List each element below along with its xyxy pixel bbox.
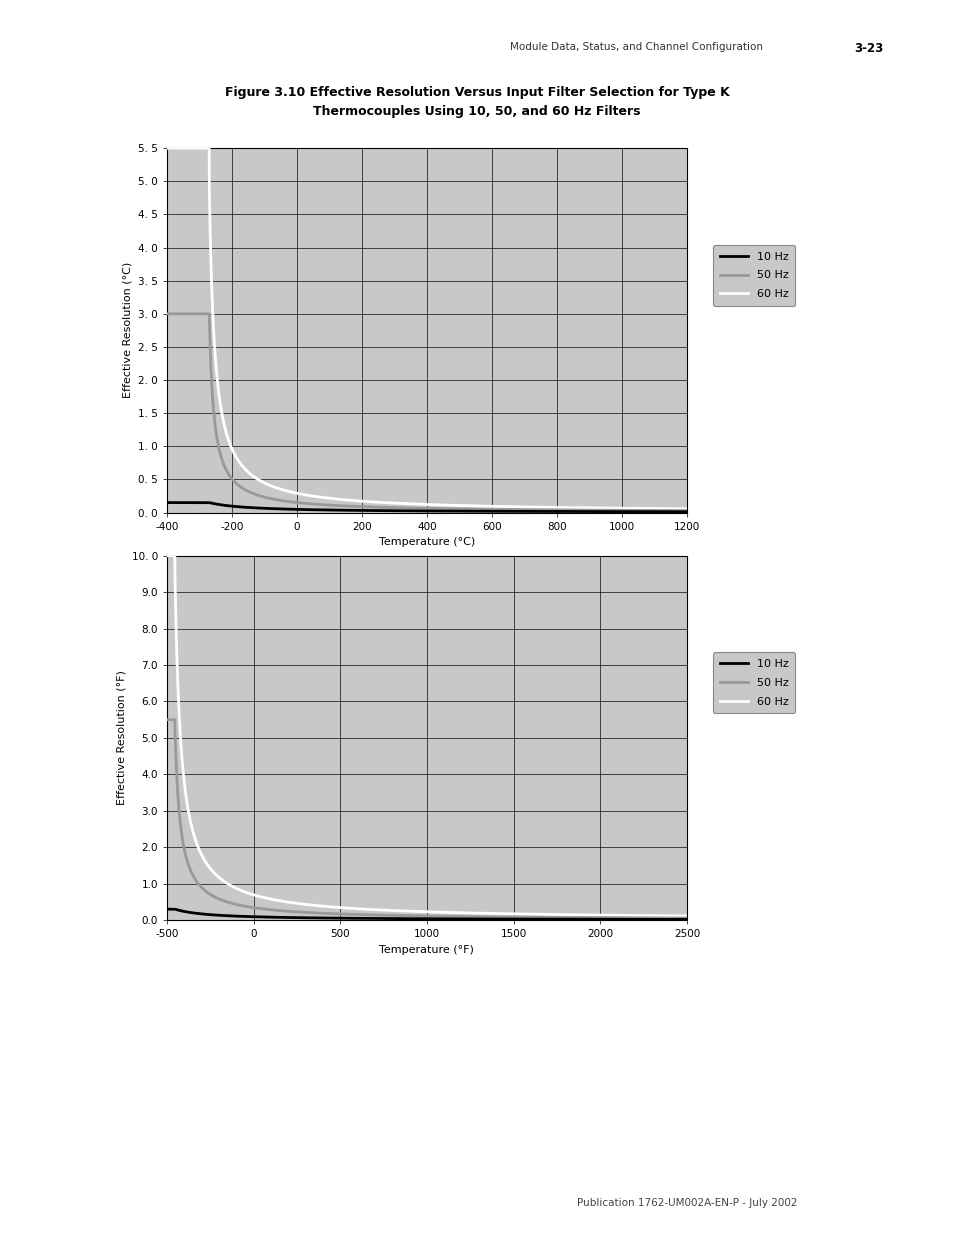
Text: Publication 1762-UM002A-EN-P - July 2002: Publication 1762-UM002A-EN-P - July 2002 xyxy=(576,1198,797,1208)
X-axis label: Temperature (°C): Temperature (°C) xyxy=(378,537,475,547)
Legend: 10 Hz, 50 Hz, 60 Hz: 10 Hz, 50 Hz, 60 Hz xyxy=(713,245,794,306)
X-axis label: Temperature (°F): Temperature (°F) xyxy=(379,945,474,955)
Y-axis label: Effective Resolution (°F): Effective Resolution (°F) xyxy=(116,671,126,805)
Text: Module Data, Status, and Channel Configuration: Module Data, Status, and Channel Configu… xyxy=(510,42,762,52)
Legend: 10 Hz, 50 Hz, 60 Hz: 10 Hz, 50 Hz, 60 Hz xyxy=(713,652,794,714)
Text: Thermocouples Using 10, 50, and 60 Hz Filters: Thermocouples Using 10, 50, and 60 Hz Fi… xyxy=(313,105,640,119)
Text: Figure 3.10 Effective Resolution Versus Input Filter Selection for Type K: Figure 3.10 Effective Resolution Versus … xyxy=(224,86,729,100)
Text: 3-23: 3-23 xyxy=(853,42,882,56)
Y-axis label: Effective Resolution (°C): Effective Resolution (°C) xyxy=(122,262,132,399)
